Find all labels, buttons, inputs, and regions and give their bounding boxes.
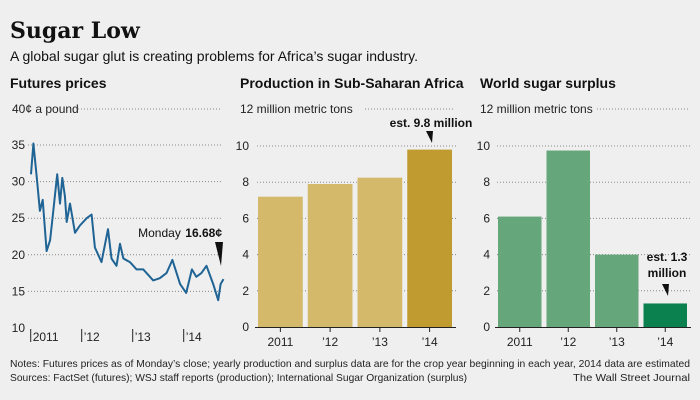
bar-14 — [643, 303, 687, 327]
y-tick-label: 15 — [12, 284, 26, 298]
y-tick-label: 8 — [242, 175, 249, 189]
x-tick-label: ’14 — [186, 330, 202, 344]
bar-2011 — [258, 196, 303, 327]
y-tick-label: 10 — [236, 139, 250, 153]
surplus-panel: World sugar surplus 12 million metric to… — [477, 75, 691, 349]
production-heading: Production in Sub-Saharan Africa — [240, 75, 464, 91]
x-tick-label: 2011 — [33, 330, 59, 344]
bar-12 — [307, 184, 353, 327]
x-tick-label: ’14 — [422, 335, 438, 349]
chart-title: Sugar Low — [10, 18, 141, 44]
bar-13 — [357, 177, 403, 327]
sources-text: Sources: FactSet (futures); WSJ staff re… — [10, 372, 467, 384]
pointer-triangle — [662, 284, 669, 296]
y-tick-label: 2 — [483, 284, 490, 298]
production-unit-label: 12 million metric tons — [240, 102, 353, 116]
y-tick-label: 10 — [12, 321, 26, 335]
pointer-triangle — [215, 242, 223, 266]
y-tick-label: 4 — [242, 248, 249, 262]
y-tick-label: 6 — [242, 211, 249, 225]
x-tick-label: ’13 — [372, 335, 388, 349]
surplus-heading: World sugar surplus — [480, 75, 616, 91]
x-tick-label: ’13 — [609, 335, 625, 349]
monday-annotation: Monday 16.68¢ — [138, 224, 222, 241]
production-annotation: est. 9.8 million — [390, 116, 473, 130]
y-tick-label: 0 — [242, 320, 249, 334]
bar-12 — [546, 150, 590, 327]
futures-price-line — [30, 142, 225, 302]
futures-prices-panel: Futures prices 40¢ a pound 353025201510 … — [10, 75, 225, 344]
x-tick-label: ’12 — [84, 330, 100, 344]
x-tick-label: ’13 — [135, 330, 151, 344]
chart-subtitle: A global sugar glut is creating problems… — [10, 48, 418, 64]
y-tick-label: 0 — [483, 320, 490, 334]
surplus-annotation-line1: est. 1.3 — [647, 250, 688, 264]
monday-label: Monday — [138, 226, 181, 240]
y-tick-label: 8 — [483, 175, 490, 189]
production-panel: Production in Sub-Saharan Africa 12 mill… — [236, 75, 473, 349]
x-tick-label: 2011 — [267, 335, 293, 349]
x-tick-label: ’14 — [657, 335, 673, 349]
y-tick-label: 35 — [12, 138, 26, 152]
y-tick-label: 30 — [12, 175, 26, 189]
pointer-triangle — [426, 131, 433, 143]
y-tick-label: 20 — [12, 248, 26, 262]
notes-text: Notes: Futures prices as of Monday’s clo… — [10, 358, 690, 370]
futures-unit-label: 40¢ a pound — [12, 102, 79, 116]
surplus-unit-label: 12 million metric tons — [480, 102, 593, 116]
x-tick-label: 2011 — [507, 335, 533, 349]
surplus-annotation-line2: million — [648, 266, 687, 280]
y-tick-label: 2 — [242, 284, 249, 298]
y-tick-label: 6 — [483, 211, 490, 225]
credit-text: The Wall Street Journal — [573, 372, 690, 384]
x-tick-label: ’12 — [322, 335, 338, 349]
bar-13 — [595, 254, 639, 327]
y-tick-label: 4 — [483, 248, 490, 262]
y-tick-label: 25 — [12, 211, 26, 225]
bar-14 — [407, 149, 452, 327]
monday-value: 16.68¢ — [185, 226, 222, 240]
x-tick-label: ’12 — [560, 335, 576, 349]
futures-heading: Futures prices — [10, 75, 107, 91]
bar-2011 — [498, 216, 542, 327]
y-tick-label: 10 — [477, 139, 491, 153]
